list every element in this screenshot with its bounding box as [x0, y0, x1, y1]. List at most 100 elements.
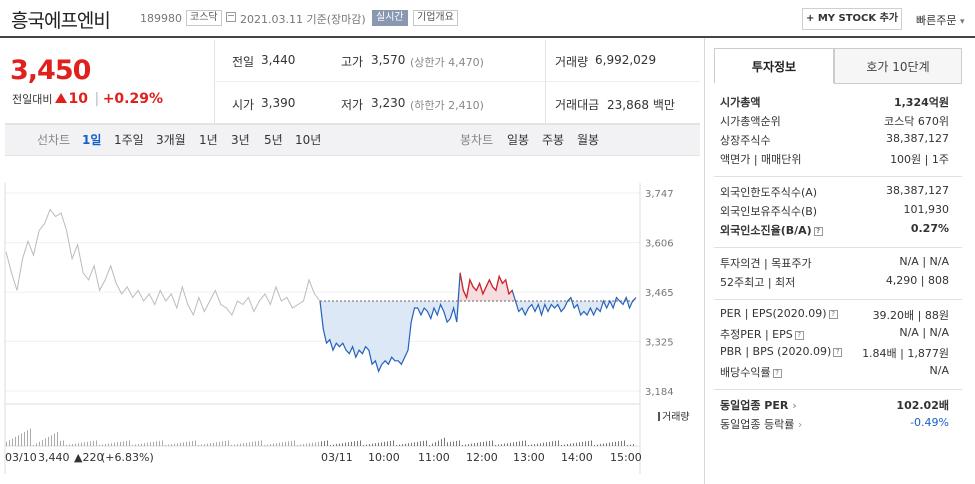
volume-bar — [36, 443, 37, 446]
tab-3month[interactable]: 3개월 — [156, 133, 186, 147]
prev-day-close: 3,440 — [38, 451, 70, 464]
volume-bar — [528, 445, 529, 446]
calendar-icon — [226, 12, 236, 22]
volume-bar — [33, 445, 34, 446]
stock-header — [0, 0, 975, 38]
volume-bar — [153, 441, 154, 446]
volume-bar — [435, 442, 436, 446]
chevron-right-icon: › — [788, 399, 797, 412]
volume-bar — [63, 440, 64, 446]
help-icon[interactable]: ? — [828, 310, 838, 319]
volume-bar — [417, 441, 418, 446]
volume-bar — [117, 442, 118, 446]
panel-label[interactable]: 배당수익률? — [720, 364, 782, 380]
prev-day-change: ▲220 — [74, 451, 104, 464]
panel-label[interactable]: 동일업종 등락률 › — [720, 418, 803, 431]
volume-bar — [144, 443, 145, 446]
help-icon[interactable]: ? — [813, 227, 823, 236]
volume-bar — [366, 444, 367, 446]
volume-bar — [135, 444, 136, 446]
low-label: 저가 — [341, 98, 364, 112]
volume-bar — [375, 443, 376, 446]
volume-bar — [24, 431, 25, 446]
stock-code: 189980 — [140, 12, 182, 25]
volume-bar — [228, 440, 229, 446]
volume-bar — [336, 444, 337, 446]
price-change: 전일대비 10 | +0.29% — [12, 91, 163, 107]
y-tick-label: 3,184 — [645, 387, 674, 398]
volume-bar — [255, 441, 256, 446]
panel-label[interactable]: 추정PER | EPS? — [720, 326, 804, 342]
tab-daily-candle[interactable]: 일봉 — [507, 133, 530, 147]
volume-bar — [180, 442, 181, 446]
panel-value: 100원 | 1주 — [890, 153, 949, 166]
volume-bar — [495, 445, 496, 446]
volume-bar — [384, 441, 385, 446]
panel-value: 1.84배 | 1,877원 — [862, 347, 949, 360]
company-info-button[interactable]: 기업개요 — [413, 10, 458, 26]
volume-bar — [315, 442, 316, 446]
volume-bar — [18, 435, 19, 446]
help-icon[interactable]: ? — [772, 369, 782, 378]
panel-label[interactable]: PBR | BPS (2020.09)? — [720, 345, 843, 358]
tab-invest-info[interactable]: 투자정보 — [714, 48, 834, 84]
volume-bar — [441, 439, 442, 446]
volume-bar — [618, 441, 619, 446]
volume-bar — [303, 444, 304, 446]
panel-label[interactable]: 동일업종 PER › — [720, 399, 797, 412]
volume-bar — [102, 444, 103, 446]
price-chart[interactable]: 3,747 3,606 3,465 3,325 3,184 — [0, 156, 700, 484]
volume-bar — [294, 440, 295, 446]
realtime-button[interactable]: 실시간 — [372, 10, 408, 26]
volume-bar — [165, 445, 166, 446]
volume-bar — [210, 443, 211, 446]
add-my-stock-button[interactable]: + MY STOCK 추가 — [802, 8, 902, 30]
volume-bar — [396, 445, 397, 446]
volume-bar — [393, 440, 394, 446]
divider — [545, 40, 546, 124]
volume-bar — [546, 442, 547, 446]
tab-weekly-candle[interactable]: 주봉 — [542, 133, 565, 147]
volume-bar — [111, 443, 112, 446]
tab-1year[interactable]: 1년 — [199, 133, 218, 147]
volume-bar — [519, 441, 520, 446]
volume-bar — [159, 440, 160, 446]
tab-3year[interactable]: 3년 — [231, 133, 250, 147]
volume-bar — [543, 442, 544, 446]
panel-divider — [704, 38, 705, 484]
panel-value: 코스닥 670위 — [884, 115, 949, 128]
quick-order-button[interactable]: 빠른주문 ▾ — [916, 14, 965, 27]
volume-bar — [585, 441, 586, 446]
tab-5year[interactable]: 5년 — [264, 133, 283, 147]
volume-bar — [84, 442, 85, 446]
volume-bar — [423, 440, 424, 446]
tab-orderbook[interactable]: 호가 10단계 — [834, 48, 962, 84]
volume-bar — [456, 440, 457, 446]
volume-bar — [600, 444, 601, 446]
volume-bar — [339, 443, 340, 446]
volume-bar — [123, 441, 124, 446]
tab-10year[interactable]: 10년 — [295, 133, 322, 147]
volume-bar — [588, 440, 589, 446]
volume-bar — [270, 444, 271, 446]
tab-monthly-candle[interactable]: 월봉 — [577, 133, 600, 147]
volume-bar — [297, 445, 298, 446]
volume-bar — [381, 442, 382, 446]
tab-1day[interactable]: 1일 — [82, 133, 102, 147]
line-chart-label: 선차트 — [37, 133, 71, 147]
panel-label[interactable]: PER | EPS(2020.09)? — [720, 307, 838, 320]
panel-label: 투자의견 | 목표주가 — [720, 257, 812, 270]
help-icon[interactable]: ? — [833, 348, 843, 357]
panel-value: 102.02배 — [896, 399, 949, 412]
volume-bar — [246, 442, 247, 446]
volume-bar — [576, 442, 577, 446]
volume-bar — [45, 438, 46, 446]
tab-1week[interactable]: 1주일 — [114, 133, 144, 147]
high-label: 고가 — [341, 55, 364, 69]
help-icon[interactable]: ? — [794, 331, 804, 340]
volume-bar — [249, 442, 250, 446]
panel-label[interactable]: 외국인소진율(B/A)? — [720, 222, 823, 238]
volume-bar — [240, 443, 241, 446]
prev-day-line — [5, 208, 321, 317]
volume-bar — [105, 444, 106, 446]
